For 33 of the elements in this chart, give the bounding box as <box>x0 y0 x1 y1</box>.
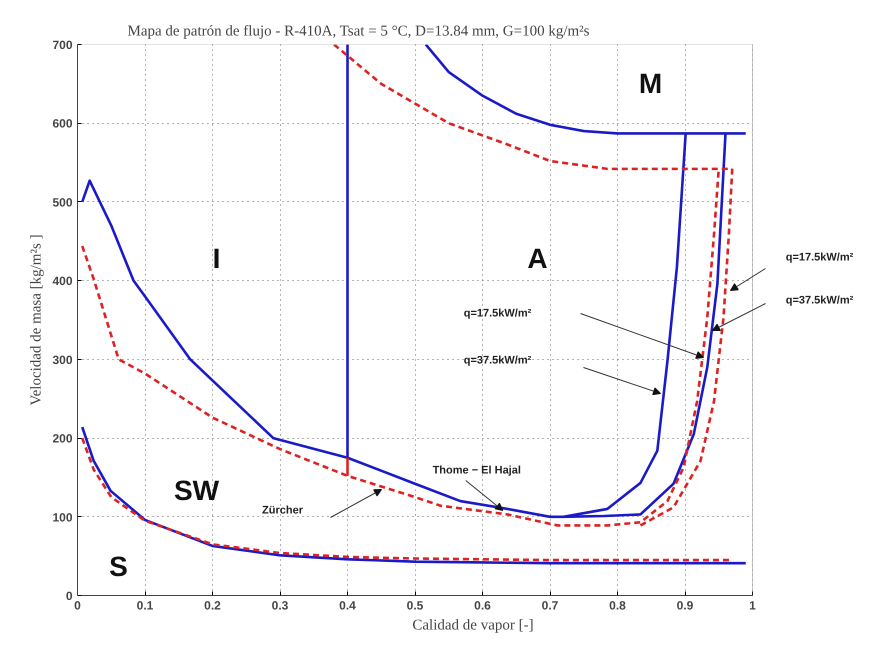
text: q=17.5kW/m² <box>786 252 854 264</box>
x-axis-title: Calidad de vapor [-] <box>412 618 534 634</box>
annotation: S <box>109 551 128 582</box>
y-tick-label: 400 <box>52 274 73 288</box>
chart-title: Mapa de patrón de flujo - R-410A, Tsat = 5 °C, D=13.84 mm, G=100 kg/m²s <box>128 24 590 40</box>
annotation: M <box>638 68 662 99</box>
x-tick-label: 0.1 <box>136 598 154 612</box>
annotation: Thome − El Hajal <box>432 464 521 476</box>
annotation: Zürcher <box>262 504 304 516</box>
y-tick-label: 600 <box>52 116 73 131</box>
x-tick-label: 0.2 <box>204 598 222 612</box>
x-tick-label: 1 <box>749 598 756 612</box>
y-tick-label: 100 <box>52 510 73 524</box>
y-tick-label: 500 <box>52 195 73 210</box>
text: q=37.5kW/m² <box>786 294 854 306</box>
x-tick-label: 0.9 <box>676 598 694 612</box>
x-tick-label: 0.8 <box>609 598 626 612</box>
x-tick-label: 0 <box>74 598 82 612</box>
y-axis-title: Velocidad de masa [kg/m²s ] <box>28 234 44 406</box>
y-tick-label: 0 <box>66 589 73 603</box>
y-tick-label: 200 <box>52 432 73 446</box>
annotation: q=37.5kW/m² <box>464 354 532 366</box>
annotation: A <box>527 243 548 274</box>
y-tick-label: 700 <box>52 38 73 52</box>
x-tick-label: 0.7 <box>542 598 559 612</box>
y-tick-label: 300 <box>52 352 73 367</box>
x-tick-label: 0.3 <box>272 598 289 612</box>
annotation: SW <box>174 475 220 506</box>
annotation: I <box>212 243 220 274</box>
x-tick-label: 0.4 <box>339 598 356 612</box>
x-tick-label: 0.6 <box>474 598 492 612</box>
x-tick-label: 0.5 <box>406 598 424 612</box>
annotation: q=17.5kW/m² <box>464 308 532 320</box>
